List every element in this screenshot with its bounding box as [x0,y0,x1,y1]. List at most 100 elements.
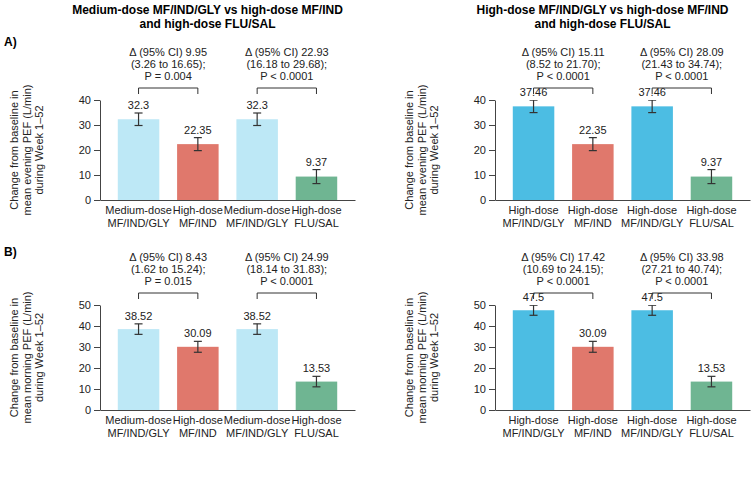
panel: Medium-dose MF/IND/GLY vs high-dose MF/I… [4,3,356,229]
error-bar-cap [312,169,320,170]
annotation: (21.43 to 34.74); [641,58,722,70]
error-bar-cap [589,341,597,342]
y-axis: 010203040 [79,94,101,206]
error-bar-cap [707,386,715,387]
y-tick-label: 40 [79,320,91,332]
x-tick: High-doseFLU/SAL [686,410,736,439]
bar [177,347,219,410]
annotation: P = 0.015 [145,275,192,287]
y-tick-mark [489,200,495,201]
y-tick: 20 [79,144,100,156]
error-bar-cap [530,100,538,101]
y-tick: 30 [474,341,495,353]
y-tick-label: 20 [474,362,486,374]
y-tick-label: 30 [79,341,91,353]
annotation: (3.26 to 16.65); [131,58,206,70]
error-bar-cap [194,150,202,151]
y-tick: 40 [79,94,100,106]
error-bar-stem [711,170,712,184]
y-tick: 0 [85,404,100,416]
y-tick-label: 0 [480,194,486,206]
plot-area [118,324,337,410]
y-tick-mark [489,150,495,151]
x-tick: High-doseMF/IND/GLY [502,200,565,229]
error-bar-stem [652,305,653,315]
x-tick-label: Medium-doseMF/IND/GLY [224,204,291,229]
error-bar-stem [138,113,139,126]
y-tick-mark [94,389,100,390]
annotation: P < 0.0001 [655,70,708,82]
annotation: (27.21 to 40.74); [641,263,722,275]
error-bar-cap [135,334,143,335]
annotation: Δ (95% CI) 17.42 [521,251,605,263]
panel: 47.530.0947.513.5301020304050High-doseMF… [403,251,751,439]
error-bar [707,170,715,184]
bracket [652,293,711,299]
y-tick-mark [94,347,100,348]
error-bar-cap [648,315,656,316]
error-bar-cap [589,352,597,353]
annotation: Δ (95% CI) 28.09 [640,46,724,58]
y-tick: 40 [474,320,495,332]
y-axis-label: Change from baseline inmean morning PEF … [403,291,440,423]
bar [118,329,160,410]
error-bar-cap [648,100,656,101]
bar [572,347,614,410]
y-axis-line [495,101,496,201]
x-tick-label: High-doseMF/IND [568,204,618,229]
y-axis: 010203040 [474,94,496,206]
y-axis-label: Change from baseline inmean evening PEF … [403,85,440,216]
error-bar-stem [257,324,258,335]
y-tick-label: 10 [474,383,486,395]
y-axis: 01020304050 [79,299,101,416]
error-bar-stem [197,341,198,352]
error-bar-cap [253,323,261,324]
error-bar-stem [533,305,534,315]
x-tick-label: High-doseMF/IND/GLY [502,204,565,229]
x-axis-line [496,410,751,411]
x-tick-label: High-doseMF/IND [173,204,223,229]
error-bar [589,138,597,151]
x-tick-label: High-doseFLU/SAL [686,204,736,229]
error-bar-stem [316,170,317,184]
data-label: 30.09 [184,327,212,339]
y-tick-label: 30 [79,119,91,131]
y-tick-label: 40 [79,94,91,106]
error-bar-cap [194,352,202,353]
x-tick: Medium-doseMF/IND/GLY [105,200,172,229]
panel: B)38.5230.0938.5213.5301020304050Medium-… [4,245,356,439]
annotation: P = 0.004 [145,70,192,82]
x-tick-label: Medium-doseMF/IND/GLY [105,204,172,229]
y-tick: 50 [474,299,495,311]
y-tick: 30 [79,341,100,353]
y-axis-line [100,101,101,201]
bar [118,119,160,200]
error-bar-stem [257,113,258,126]
y-tick: 20 [474,362,495,374]
error-bar-cap [707,376,715,377]
y-tick-mark [94,125,100,126]
y-tick-label: 30 [474,119,486,131]
y-tick-label: 20 [474,144,486,156]
error-bar-stem [652,100,653,113]
x-tick: High-doseMF/IND/GLY [502,410,565,439]
error-bar-cap [253,334,261,335]
y-tick-mark [94,368,100,369]
annotation: Δ (95% CI) 8.43 [129,251,207,263]
y-axis: 01020304050 [474,299,496,416]
x-axis-line [101,410,356,411]
error-bar [194,138,202,151]
bracket [534,88,593,94]
panel: High-dose MF/IND/GLY vs high-dose MF/IND… [403,3,751,229]
data-label: 22.35 [579,124,607,136]
x-axis: Medium-doseMF/IND/GLYHigh-doseMF/INDMedi… [101,200,356,229]
error-bar-cap [530,305,538,306]
error-bar-cap [194,137,202,138]
x-tick: High-doseMF/IND [173,200,223,229]
annotation: P < 0.0001 [537,275,590,287]
y-tick-mark [489,175,495,176]
bar [513,106,555,200]
plot-area [118,113,337,200]
y-tick-mark [94,100,100,101]
error-bar [312,376,320,387]
